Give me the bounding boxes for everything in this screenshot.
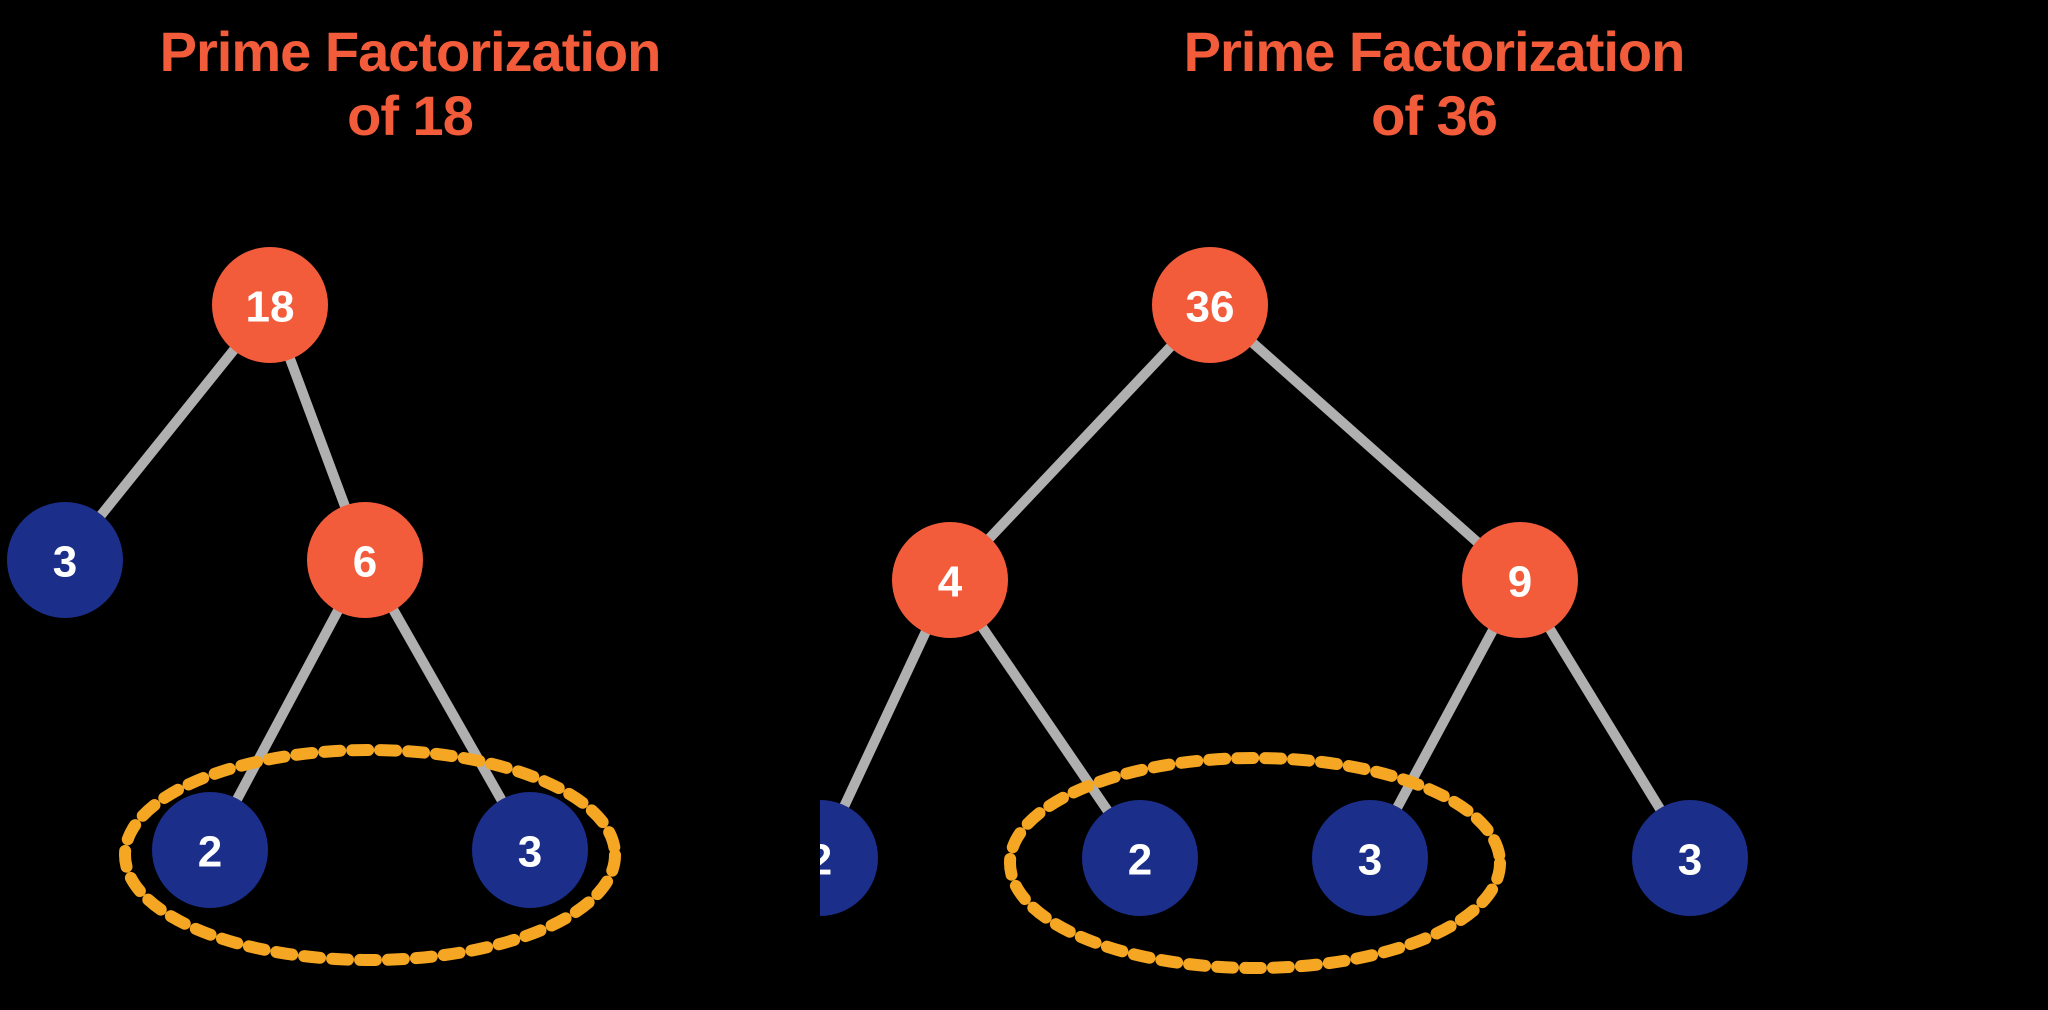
node-label: 9 bbox=[1508, 558, 1532, 607]
node-label: 2 bbox=[1128, 836, 1152, 885]
node-label: 3 bbox=[53, 538, 77, 587]
node-label: 4 bbox=[938, 558, 963, 607]
tree-node-m3a: 3 bbox=[1312, 800, 1428, 916]
node-label: 2 bbox=[820, 836, 832, 885]
tree-node-m3b: 3 bbox=[1632, 800, 1748, 916]
node-label: 3 bbox=[1358, 836, 1382, 885]
node-label: 3 bbox=[1678, 836, 1702, 885]
tree-edge bbox=[1210, 305, 1520, 580]
tree-node-n2: 2 bbox=[152, 792, 268, 908]
node-label: 18 bbox=[246, 283, 295, 332]
left-panel: Prime Factorization of 18 183623 bbox=[0, 0, 820, 1010]
node-label: 3 bbox=[518, 828, 542, 877]
node-label: 6 bbox=[353, 538, 377, 587]
right-panel: Prime Factorization of 36 36492233 bbox=[820, 0, 2048, 1010]
tree-node-m2b: 2 bbox=[1082, 800, 1198, 916]
tree-node-n3b: 3 bbox=[472, 792, 588, 908]
tree-node-m9: 9 bbox=[1462, 522, 1578, 638]
right-tree: 36 4 9 2 2 3 3 bbox=[820, 0, 2048, 1010]
node-label: 36 bbox=[1186, 283, 1235, 332]
tree-node-m4: 4 bbox=[892, 522, 1008, 638]
tree-node-n18: 18 bbox=[212, 247, 328, 363]
tree-node-n3a: 3 bbox=[7, 502, 123, 618]
left-tree: 18 3 6 2 3 bbox=[0, 0, 820, 1010]
tree-node-m2a: 2 bbox=[820, 800, 878, 916]
tree-node-m36: 36 bbox=[1152, 247, 1268, 363]
node-label: 2 bbox=[198, 828, 222, 877]
tree-node-n6: 6 bbox=[307, 502, 423, 618]
